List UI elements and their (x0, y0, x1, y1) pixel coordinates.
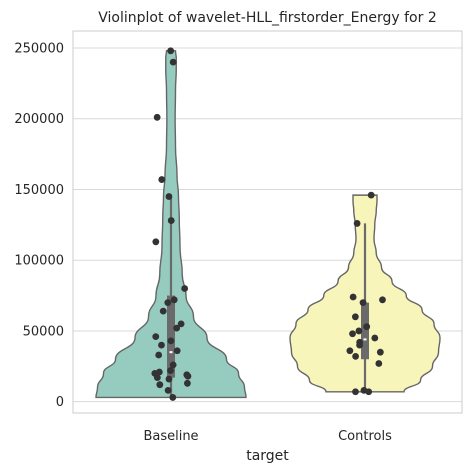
data-point (164, 299, 171, 306)
data-point (168, 217, 175, 224)
data-point (171, 296, 178, 303)
data-point (371, 335, 378, 342)
data-point (166, 376, 173, 383)
data-point (349, 330, 356, 337)
data-point (174, 347, 181, 354)
x-tick-label: Controls (338, 429, 392, 444)
data-point (173, 325, 180, 332)
data-point (356, 342, 363, 349)
data-point (155, 352, 162, 359)
data-point (352, 353, 359, 360)
data-point (350, 294, 357, 301)
data-point (158, 176, 165, 183)
data-point (167, 47, 174, 54)
y-tick-label: 250000 (14, 41, 64, 56)
data-point (168, 337, 175, 344)
data-point (165, 387, 172, 394)
data-point (365, 388, 372, 395)
data-point (152, 238, 159, 245)
x-axis-label: target (246, 448, 289, 464)
data-point (377, 349, 384, 356)
data-point (354, 220, 361, 227)
data-point (363, 323, 370, 330)
data-point (169, 394, 176, 401)
data-point (166, 193, 173, 200)
x-tick-label: Baseline (143, 429, 198, 444)
data-point (346, 347, 353, 354)
y-tick-label: 100000 (14, 254, 64, 269)
data-point (184, 380, 191, 387)
data-point (352, 388, 359, 395)
data-point (160, 308, 167, 315)
y-tick-label: 150000 (14, 183, 64, 198)
chart-title: Violinplot of wavelet-HLL_firstorder_Ene… (98, 10, 436, 26)
y-tick-label: 0 (56, 395, 64, 410)
data-point (158, 342, 165, 349)
data-point (368, 192, 375, 199)
data-point (375, 360, 382, 367)
data-point (154, 374, 161, 381)
y-axis-ticks: 0 50000 100000 150000 200000 250000 (14, 41, 64, 410)
y-tick-label: 200000 (14, 112, 64, 127)
data-point (156, 381, 163, 388)
data-point (154, 114, 161, 121)
data-point (185, 373, 192, 380)
data-point (360, 299, 367, 306)
data-point (181, 285, 188, 292)
data-point (355, 328, 362, 335)
data-point (167, 367, 174, 374)
y-tick-label: 50000 (23, 324, 64, 339)
data-point (152, 333, 159, 340)
data-point (379, 296, 386, 303)
violins (96, 51, 440, 398)
data-point (170, 59, 177, 66)
data-point (352, 313, 359, 320)
x-axis-ticks: Baseline Controls (143, 429, 392, 444)
